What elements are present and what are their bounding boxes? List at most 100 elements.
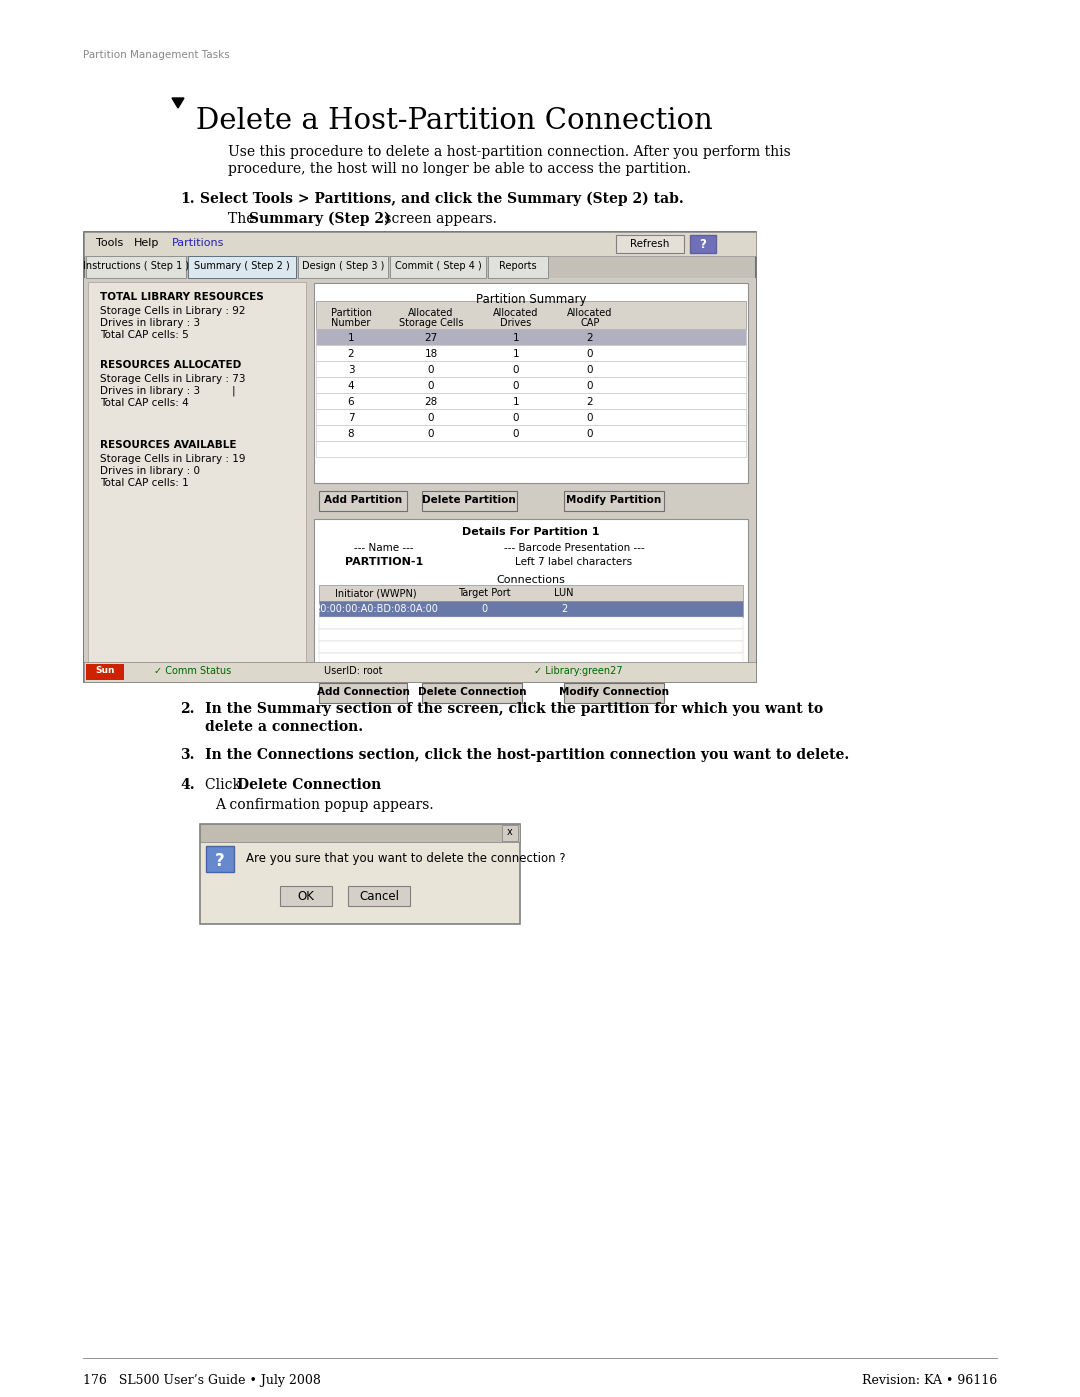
Bar [316,330,746,345]
Bar [319,641,743,652]
Text: 20:00:00:A0:BD:08:0A:00: 20:00:00:A0:BD:08:0A:00 [314,604,437,615]
Bar [200,824,519,842]
Text: 2.: 2. [180,703,194,717]
Text: 6: 6 [348,397,354,407]
Text: Storage Cells in Library : 73: Storage Cells in Library : 73 [100,374,245,384]
Bar [422,490,517,511]
Text: Design ( Step 3 ): Design ( Step 3 ) [301,261,384,271]
Text: Target Port: Target Port [458,588,511,598]
Text: 0: 0 [428,414,434,423]
Text: Total CAP cells: 5: Total CAP cells: 5 [100,330,189,339]
Text: Storage Cells in Library : 92: Storage Cells in Library : 92 [100,306,245,316]
Text: Instructions ( Step 1 ): Instructions ( Step 1 ) [83,261,189,271]
Text: A confirmation popup appears.: A confirmation popup appears. [215,798,434,812]
Bar [316,360,746,377]
Text: Reports: Reports [499,261,537,271]
Text: Commit ( Step 4 ): Commit ( Step 4 ) [394,261,482,271]
Text: Partition Management Tasks: Partition Management Tasks [83,50,230,60]
Text: OK: OK [298,890,314,902]
Bar [84,662,756,682]
Text: Refresh: Refresh [631,239,670,249]
Bar [319,629,743,641]
Bar [316,393,746,409]
Bar [200,824,519,923]
Text: 0: 0 [586,349,593,359]
Text: 2: 2 [348,349,354,359]
Text: Allocated: Allocated [567,307,612,319]
Text: 0: 0 [586,381,593,391]
Bar [319,601,743,617]
Bar [206,847,234,872]
Text: 0: 0 [513,365,519,374]
Text: Allocated: Allocated [494,307,539,319]
Bar [564,683,664,703]
Text: Modify Partition: Modify Partition [566,495,662,504]
Text: 1: 1 [348,332,354,344]
Text: Storage Cells: Storage Cells [399,319,463,328]
Text: 0: 0 [586,429,593,439]
Text: Number: Number [332,319,370,328]
Text: 0: 0 [428,429,434,439]
Text: 27: 27 [424,332,437,344]
Bar [316,425,746,441]
Bar [316,377,746,393]
Bar [314,284,748,483]
Text: RESOURCES ALLOCATED: RESOURCES ALLOCATED [100,360,241,370]
Bar [319,490,407,511]
Text: Summary (Step 2): Summary (Step 2) [249,212,391,226]
Text: Delete Partition: Delete Partition [422,495,516,504]
Text: Partition Summary: Partition Summary [476,293,586,306]
Text: 1: 1 [513,332,519,344]
Text: 2: 2 [586,332,593,344]
Text: Details For Partition 1: Details For Partition 1 [462,527,599,536]
Text: Allocated: Allocated [408,307,454,319]
Bar [390,256,486,278]
Text: 0: 0 [428,381,434,391]
Text: 0: 0 [513,414,519,423]
Text: Delete Connection: Delete Connection [237,778,381,792]
Bar [616,235,684,253]
Text: In the Summary section of the screen, click the partition for which you want to: In the Summary section of the screen, cl… [205,703,823,717]
Text: PARTITION-1: PARTITION-1 [345,557,423,567]
Bar [319,683,407,703]
Text: Modify Connection: Modify Connection [559,687,669,697]
Bar [319,652,743,665]
Text: 3.: 3. [180,747,194,761]
Text: 0: 0 [481,604,487,615]
Text: 0: 0 [586,365,593,374]
Text: Initiator (WWPN): Initiator (WWPN) [335,588,417,598]
Bar [690,235,716,253]
Text: RESOURCES AVAILABLE: RESOURCES AVAILABLE [100,440,237,450]
Text: 4.: 4. [180,778,194,792]
Text: .: . [357,778,361,792]
Text: Sun: Sun [95,666,114,675]
Text: Add Connection: Add Connection [316,687,409,697]
Text: 28: 28 [424,397,437,407]
Text: Summary ( Step 2 ): Summary ( Step 2 ) [194,261,289,271]
Text: --- Name ---: --- Name --- [354,543,414,553]
Text: 176   SL500 User’s Guide • July 2008: 176 SL500 User’s Guide • July 2008 [83,1375,321,1387]
Text: 1.: 1. [180,191,194,205]
Text: Left 7 label characters: Left 7 label characters [515,557,633,567]
Text: CAP: CAP [580,319,599,328]
Text: ✓ Library:green27: ✓ Library:green27 [534,666,623,676]
Bar [280,886,332,907]
Text: The: The [228,212,259,226]
Bar [316,300,746,330]
Text: Delete a Host-Partition Connection: Delete a Host-Partition Connection [195,108,713,136]
Bar [86,664,124,680]
Text: delete a connection.: delete a connection. [205,719,363,733]
Text: Drives: Drives [500,319,531,328]
Bar [319,585,743,601]
Text: Storage Cells in Library : 19: Storage Cells in Library : 19 [100,454,245,464]
Text: In the Connections section, click the host-partition connection you want to dele: In the Connections section, click the ho… [205,747,849,761]
Text: Partitions: Partitions [172,237,225,249]
Polygon shape [172,98,184,108]
Text: 2: 2 [561,604,567,615]
Text: ?: ? [215,852,225,870]
Text: 2: 2 [586,397,593,407]
Text: UserID: root: UserID: root [324,666,382,676]
Text: 0: 0 [428,365,434,374]
Bar [348,886,410,907]
Text: Help: Help [134,237,160,249]
